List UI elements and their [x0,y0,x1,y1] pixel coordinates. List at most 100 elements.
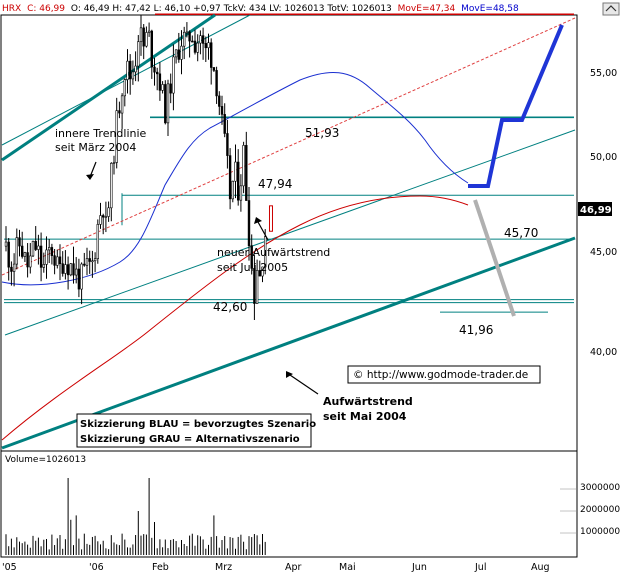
level-label: 42,60 [213,300,247,314]
x-tick-label: '06 [89,562,104,573]
candle-body [263,236,267,268]
candle-body [174,49,178,58]
scenario-legend [76,413,312,448]
candle-body [75,268,78,276]
arrow-icon [286,371,293,378]
scroll-button[interactable] [602,2,620,16]
candle-body [64,264,67,274]
candle-body [112,162,116,164]
legend-grey: Skizzierung GRAU = Alternativszenario [80,434,300,445]
candle-body [145,32,148,47]
candle-body [45,249,48,265]
candle-body [110,163,113,209]
candle-body [201,35,205,44]
candle-body [7,241,10,268]
candle-body [118,110,121,114]
price-badge-text: 46,99 [580,205,612,216]
candle-body [199,35,202,44]
candle-body [29,255,32,268]
candle-body [50,247,54,256]
volume-tick-label: 3000000 [580,483,620,493]
candle-body [161,84,164,91]
copyright-text: © http://www.godmode-trader.de [353,369,528,381]
candle-body [226,133,229,156]
scenario-blue-arrow [468,24,564,188]
annotation-new-trend: neuer Aufwärtstrend [217,246,330,259]
candle-body [23,252,27,257]
candle-body [172,56,175,94]
candle-body [228,155,232,200]
x-tick-label: '05 [2,562,17,573]
candle-body [191,40,194,43]
candle-body [131,71,135,80]
level-label: 45,70 [504,226,538,240]
y-tick-label: 45,00 [590,247,617,258]
candle-body [20,245,24,257]
level-label: 41,96 [459,323,493,337]
x-tick-label: Jul [474,562,486,573]
candle-body [72,263,75,276]
candle-body [177,49,180,60]
volume-label: Volume=1026013 [5,455,86,465]
candle-body [188,31,191,42]
candle-body [31,240,35,257]
candle-body [207,42,210,49]
candle-body [66,264,70,276]
candle-body [69,263,73,276]
volume-panel [0,450,578,558]
x-tick-label: Aug [531,562,550,573]
x-tick-label: Mrz [215,562,232,573]
candle-body [218,95,221,107]
candle-body [104,216,108,218]
candle-body [99,215,102,225]
x-tick-label: Apr [285,562,302,573]
candle-body [215,70,218,97]
candle-body [47,247,51,251]
arrow-icon [289,374,319,395]
candle-body [56,256,59,266]
candle-body [210,42,213,68]
header-line: HRX C: 46,99 O: 46,49 H: 47,42 L: 46,10 … [2,4,519,14]
volume-tick-label: 2000000 [580,505,620,515]
candle-body [80,263,83,290]
candle-body [253,268,256,304]
candle-body [183,31,186,47]
candle-body [42,264,46,268]
price-badge [578,202,612,216]
x-tick-label: Mai [339,562,356,573]
close-value: C: 46,99 [27,4,65,14]
candle-body [85,258,89,266]
candle-body [120,95,124,114]
candle-body [185,31,189,34]
candle-body [93,258,97,262]
trend-line-july-2005 [4,129,576,336]
candle-body [234,161,237,182]
candle-body [139,27,143,43]
candle-body [18,237,21,247]
scenario-grey-line [473,199,516,317]
candle-body [129,60,132,80]
annotation-uptrend-since: seit Mai 2004 [323,410,407,423]
annotation-inner-trend: innere Trendlinie [55,127,147,140]
legend-blue: Skizzierung BLAU = bevorzugtes Szenario [80,419,316,430]
candle-body [61,263,64,274]
candle-body [231,180,234,200]
candle-body [107,207,110,217]
candle-body [53,255,56,266]
candle-body [223,114,226,134]
copyright-box [347,365,541,384]
candle-body [37,245,40,250]
candle-body [96,224,100,260]
level-label: 47,94 [258,177,292,191]
annotation-uptrend: Aufwärtstrend [323,395,413,408]
candle-body [245,145,248,201]
candle-body [242,145,245,187]
candle-current [268,205,273,232]
candle-body [91,260,94,263]
candle-body [123,79,127,97]
arrow-icon [86,174,94,180]
candle-body [126,60,129,80]
candle-body [58,256,62,265]
candle-body [10,266,13,272]
